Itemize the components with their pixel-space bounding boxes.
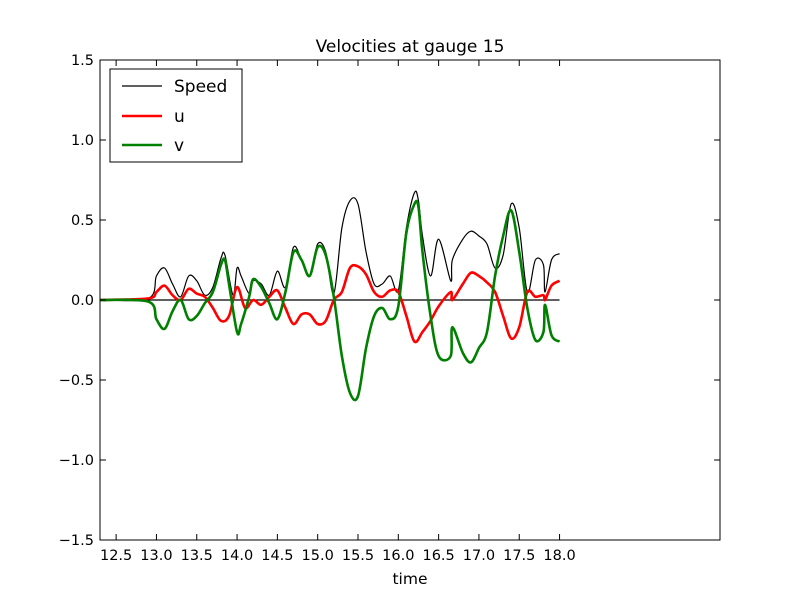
legend: Speed u v [109,68,243,163]
legend-label-v: v [174,136,184,156]
x-tick-label: 16.0 [382,548,414,564]
series-line-v [99,199,561,402]
legend-label-speed: Speed [174,77,227,97]
x-tick-label: 18.0 [543,548,575,564]
ticks-layer: 12.5 13.0 13.5 14.0 14.5 15.0 15.5 16.0 16.5 17.0… [59,53,720,564]
series-line-speed [99,190,560,302]
x-tick-label: 13.5 [181,548,213,564]
y-tick-label: 1.5 [71,53,94,69]
chart-title: Velocities at gauge 15 [316,37,505,57]
series-line-u [99,263,561,344]
x-tick-label: 15.5 [342,548,374,564]
y-tick-label: −1.0 [59,453,94,469]
x-axis-label: time [392,570,427,588]
series-layer [99,190,561,402]
x-tick-label: 13.0 [140,548,172,564]
y-tick-label: 1.0 [71,133,94,149]
x-tick-label: 17.0 [463,548,495,564]
x-tick-label: 12.5 [100,548,132,564]
x-tick-label: 15.0 [302,548,334,564]
legend-label-u: u [174,107,185,127]
y-tick-label: −1.5 [59,533,94,549]
x-tick-label: 17.5 [503,548,535,564]
x-tick-label: 14.0 [221,548,253,564]
y-tick-label: 0.0 [71,293,94,309]
y-tick-label: 0.5 [71,213,94,229]
x-tick-label: 16.5 [422,548,454,564]
y-tick-label: −0.5 [59,373,94,389]
x-tick-label: 14.5 [261,548,293,564]
